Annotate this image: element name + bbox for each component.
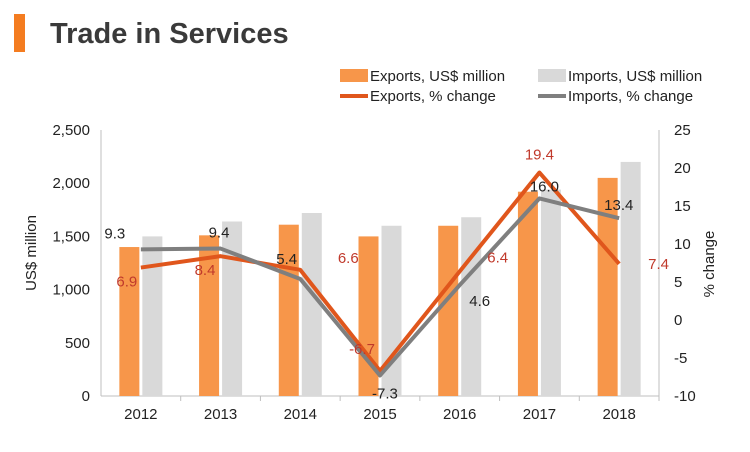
bar-imports xyxy=(301,212,322,396)
y2-tick-label: 15 xyxy=(674,198,691,215)
y2-axis-title: % change xyxy=(701,231,718,298)
bar-imports xyxy=(142,236,163,396)
data-label-imports-change: 4.6 xyxy=(469,293,490,310)
y2-tick-label: -5 xyxy=(674,350,687,367)
series-line-exports-change xyxy=(140,170,621,373)
y2-tick-label: 5 xyxy=(674,274,682,291)
legend-swatch-imports-bar xyxy=(538,69,566,82)
y-tick-label: 2,000 xyxy=(52,175,90,192)
x-tick-label: 2017 xyxy=(523,406,556,423)
data-label-exports-change: -6.7 xyxy=(349,341,375,358)
bar-imports xyxy=(620,161,641,396)
plot-area: 0 500 1,000 1,500 2,000 2,500 -10 -5 0 5 10 15 20 25 2… xyxy=(52,122,695,423)
y2-tick-label: 25 xyxy=(674,122,691,139)
bar-exports xyxy=(199,235,220,396)
y2-tick-label: 0 xyxy=(674,312,682,329)
data-label-imports-change: 5.4 xyxy=(276,251,297,268)
legend-label-exports-line: Exports, % change xyxy=(370,88,496,105)
y-tick-label: 1,000 xyxy=(52,282,90,299)
legend-label-exports-bar: Exports, US$ million xyxy=(370,68,505,85)
data-label-exports-change: 6.4 xyxy=(487,249,508,266)
x-tick-label: 2018 xyxy=(602,406,635,423)
legend-label-imports-line: Imports, % change xyxy=(568,88,693,105)
x-tick-label: 2012 xyxy=(124,406,157,423)
y-tick-label: 2,500 xyxy=(52,122,90,139)
x-tick-label: 2014 xyxy=(284,406,317,423)
page-title: Trade in Services xyxy=(50,18,289,50)
bar-exports xyxy=(517,191,538,396)
bar-exports xyxy=(438,225,459,396)
legend-swatch-exports-bar xyxy=(340,69,368,82)
data-label-exports-change: 7.4 xyxy=(648,256,669,273)
data-label-exports-change: 19.4 xyxy=(525,147,554,164)
legend-label-imports-bar: Imports, US$ million xyxy=(568,68,702,85)
data-label-imports-change: 13.4 xyxy=(604,197,633,214)
series-line-imports-change xyxy=(140,196,620,378)
y-tick-label: 0 xyxy=(82,388,90,405)
bar-imports xyxy=(222,221,243,396)
data-label-imports-change: 9.4 xyxy=(209,225,230,242)
x-tick-label: 2015 xyxy=(363,406,396,423)
data-label-exports-change: 8.4 xyxy=(195,262,216,279)
data-label-exports-change: 6.9 xyxy=(116,274,137,291)
y2-tick-label: 20 xyxy=(674,160,691,177)
x-tick-label: 2013 xyxy=(204,406,237,423)
data-label-imports-change: 16.0 xyxy=(530,178,559,195)
data-label-imports-change: -7.3 xyxy=(372,385,398,402)
y2-tick-label: -10 xyxy=(674,388,696,405)
data-label-imports-change: 9.3 xyxy=(104,225,125,242)
bar-exports xyxy=(597,177,618,396)
data-label-exports-change: 6.6 xyxy=(338,250,359,267)
legend: Exports, US$ million Imports, US$ millio… xyxy=(340,68,702,105)
x-tick-label: 2016 xyxy=(443,406,476,423)
bar-exports xyxy=(119,247,140,396)
y-axis-title: US$ million xyxy=(23,215,40,291)
y-tick-label: 500 xyxy=(65,335,90,352)
y2-tick-label: 10 xyxy=(674,236,691,253)
title-accent-bar xyxy=(14,14,25,52)
y-tick-label: 1,500 xyxy=(52,228,90,245)
bar-imports xyxy=(540,189,561,396)
